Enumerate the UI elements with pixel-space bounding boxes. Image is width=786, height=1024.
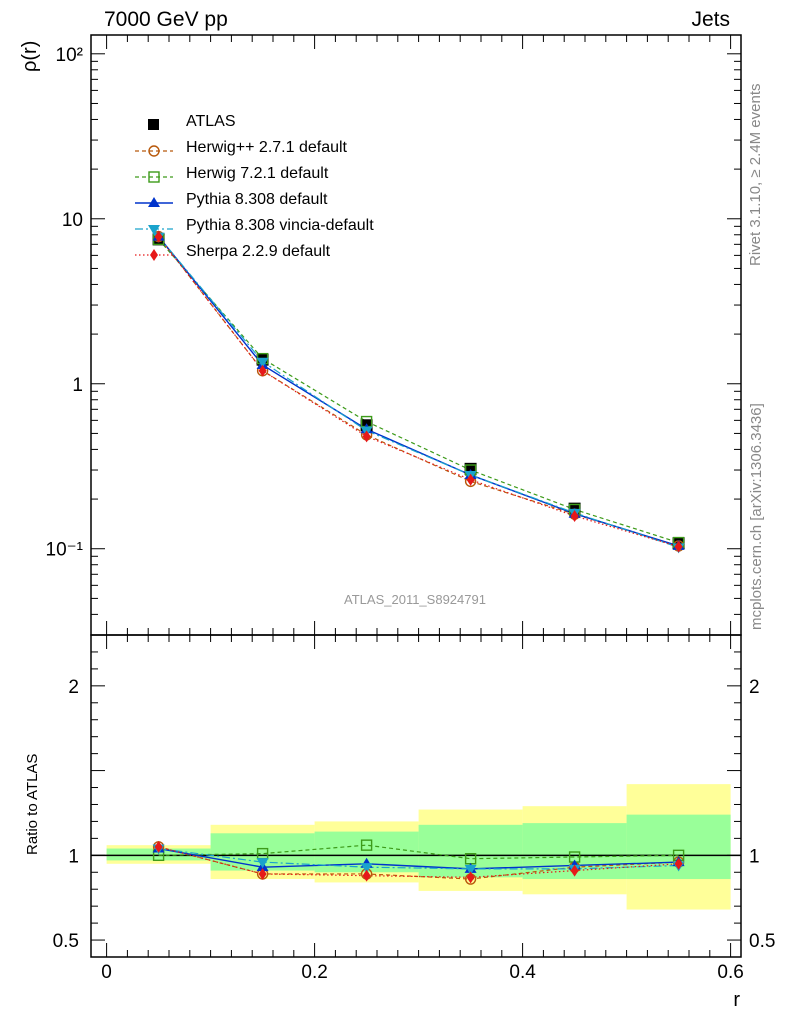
- main-point-s5-0: [154, 230, 163, 243]
- ratio-point-s4-2: [360, 863, 373, 874]
- legend-label-sherpa: Sherpa 2.2.9 default: [186, 243, 331, 260]
- plot-frames: [90, 34, 742, 958]
- main-line-3: [158, 236, 679, 547]
- ratio-point-s5-4: [570, 864, 579, 877]
- ratio-line-5: [158, 846, 679, 878]
- main-point-s4-1: [256, 357, 269, 368]
- ratio-point-s5-5: [674, 857, 683, 870]
- ratio-ytick-label-left-1: 1: [68, 846, 79, 867]
- legend-item-sherpa: Sherpa 2.2.9 default: [135, 242, 435, 268]
- xtick-label-2: 0.4: [509, 962, 536, 983]
- rivet-info: Rivet 3.1.10, ≥ 2.4M events: [747, 83, 764, 267]
- legend-item-atlas: ATLAS: [135, 112, 435, 138]
- main-point-s5-1: [258, 364, 267, 377]
- xtick-label-3: 0.6: [717, 962, 743, 983]
- ratio-point-s5-3: [466, 871, 475, 884]
- main-line-5: [158, 236, 679, 548]
- ratio-point-s5-0: [154, 840, 163, 853]
- legend-label-herwig7: Herwig 7.2.1 default: [186, 165, 329, 182]
- ratio-point-s5-2: [362, 869, 371, 882]
- main-ytick-label-2: 10: [62, 210, 83, 231]
- ratio-ytick-label-right-2: 2: [749, 677, 760, 698]
- xtick-label-0: 0: [101, 962, 112, 983]
- legend-label-herwigpp: Herwig++ 2.7.1 default: [186, 139, 347, 156]
- legend-label-vincia: Pythia 8.308 vincia-default: [186, 217, 374, 234]
- header-collision: 7000 GeV pp: [104, 8, 228, 31]
- ratio-frame: [90, 634, 742, 958]
- ratio-point-s5-1: [258, 867, 267, 880]
- ratio-point-s4-1: [256, 858, 269, 869]
- xlabel: r: [733, 989, 740, 1011]
- legend-item-pythia: Pythia 8.308 default: [135, 190, 435, 216]
- series-lines: [158, 236, 679, 880]
- ratio-line-1: [158, 846, 679, 880]
- ratio-line-3: [158, 847, 679, 870]
- ratio-point-s2-2: [360, 839, 373, 851]
- ylabel-ratio: Ratio to ATLAS: [24, 754, 41, 855]
- legend-item-herwig7: Herwig 7.2.1 default: [135, 164, 435, 190]
- legend-item-vincia: Pythia 8.308 vincia-default: [135, 216, 435, 242]
- ratio-ytick-label-right-0: 0.5: [749, 931, 775, 952]
- mcplots-info: mcplots.cern.ch [arXiv:1306.3436]: [748, 403, 765, 630]
- axis-ticks: [91, 35, 741, 957]
- ratio-ytick-label-right-1: 1: [749, 846, 760, 867]
- data-markers: [152, 230, 685, 885]
- main-point-s5-4: [570, 509, 579, 522]
- main-ytick-label-3: 10²: [56, 45, 83, 66]
- legend-label-pythia: Pythia 8.308 default: [186, 191, 328, 208]
- ratio-line-4: [158, 847, 679, 870]
- main-point-s5-5: [674, 540, 683, 553]
- tick-labels: 0 0.2 0.4 0.6 10⁻¹ 1 10 10² 0.5 0.5 1 1 2 2: [46, 45, 776, 983]
- ratio-ytick-label-left-2: 2: [68, 677, 79, 698]
- ratio-point-s4-3: [464, 864, 477, 875]
- main-point-s5-3: [466, 473, 475, 486]
- ratio-line-2: [158, 844, 679, 860]
- legend-label-atlas: ATLAS: [186, 113, 236, 130]
- header-observable: Jets: [691, 8, 730, 31]
- main-line-4: [158, 236, 679, 548]
- main-ytick-label-1: 1: [72, 375, 83, 396]
- watermark: ATLAS_2011_S8924791: [344, 592, 486, 607]
- main-point-s5-2: [362, 430, 371, 443]
- ratio-ytick-label-left-0: 0.5: [53, 931, 79, 952]
- legend-item-herwigpp: Herwig++ 2.7.1 default: [135, 138, 435, 164]
- main-line-2: [158, 238, 679, 544]
- main-ytick-label-0: 10⁻¹: [46, 540, 84, 561]
- xtick-label-1: 0.2: [301, 962, 327, 983]
- uncertainty-bands: [91, 784, 741, 910]
- ylabel-main: ρ(r): [19, 41, 41, 72]
- main-line-1: [158, 236, 679, 547]
